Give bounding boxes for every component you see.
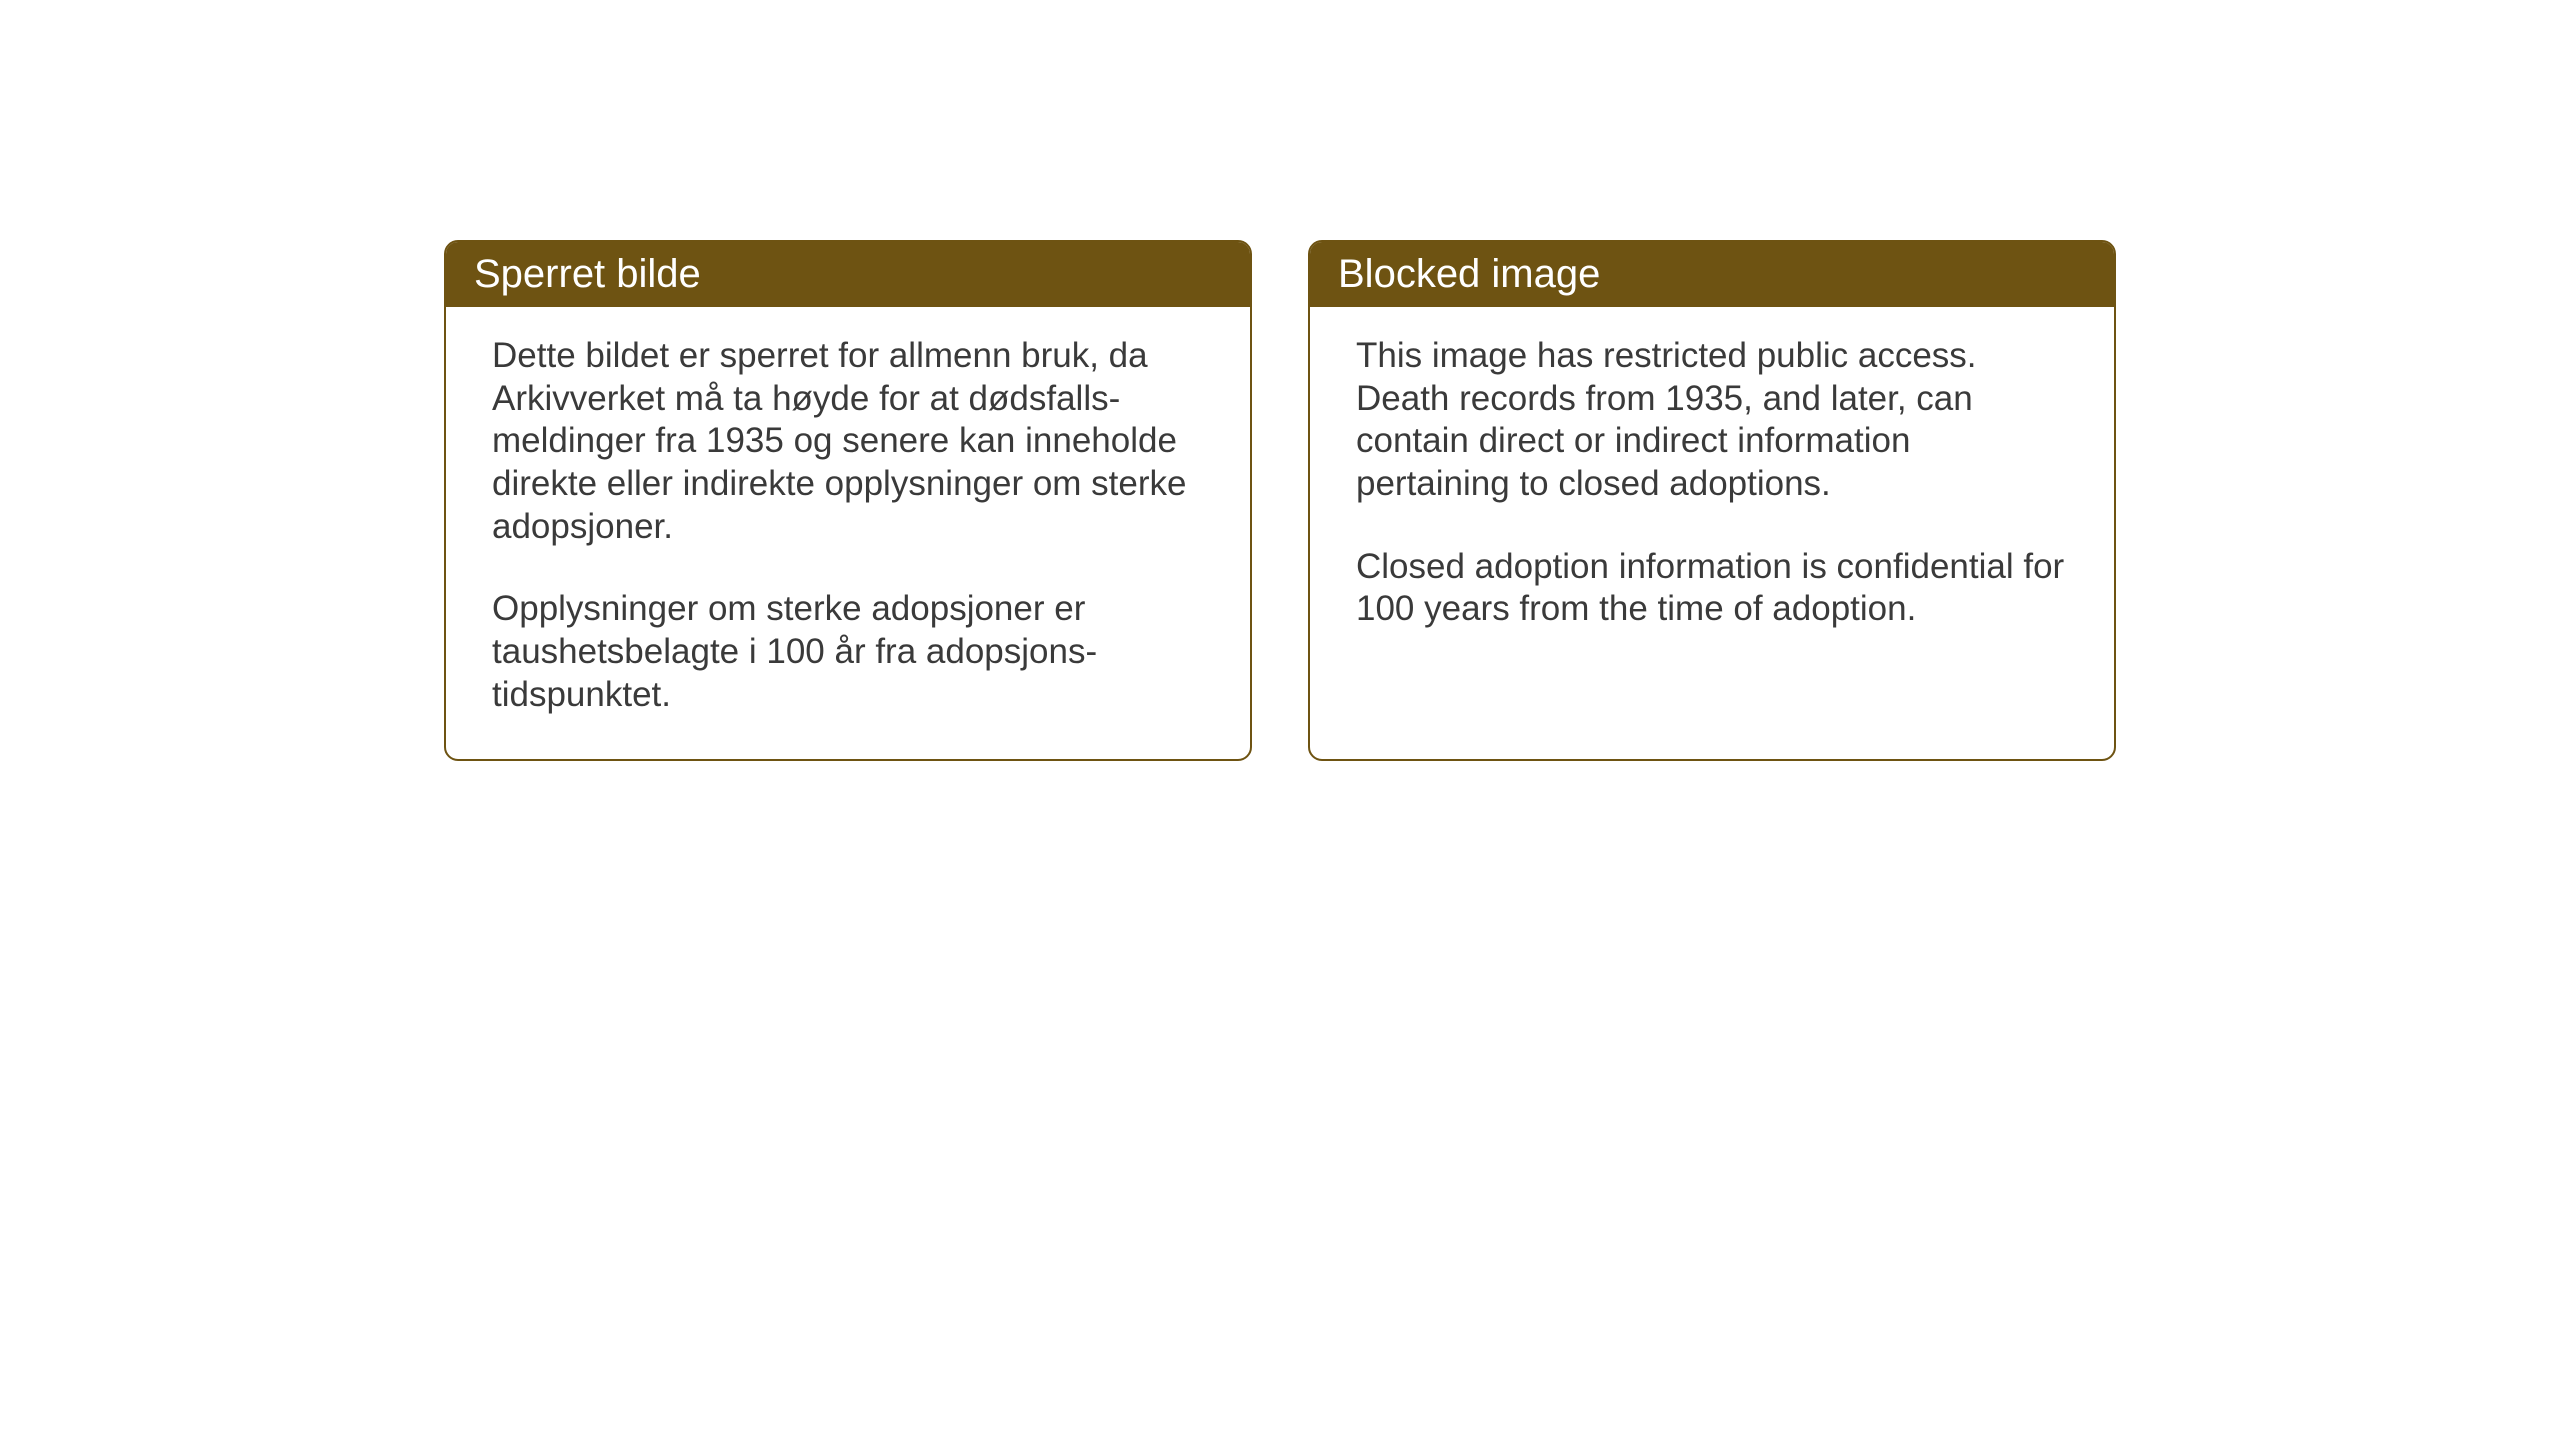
card-header: Blocked image xyxy=(1310,242,2114,307)
cards-container: Sperret bilde Dette bildet er sperret fo… xyxy=(444,240,2116,761)
card-paragraph-2: Closed adoption information is confident… xyxy=(1356,546,2068,631)
notice-card-english: Blocked image This image has restricted … xyxy=(1308,240,2116,761)
card-body: This image has restricted public access.… xyxy=(1310,307,2114,673)
card-paragraph-1: This image has restricted public access.… xyxy=(1356,335,2068,506)
card-title: Sperret bilde xyxy=(474,252,701,296)
card-paragraph-1: Dette bildet er sperret for allmenn bruk… xyxy=(492,335,1204,548)
card-header: Sperret bilde xyxy=(446,242,1250,307)
card-title: Blocked image xyxy=(1338,252,1600,296)
notice-card-norwegian: Sperret bilde Dette bildet er sperret fo… xyxy=(444,240,1252,761)
card-body: Dette bildet er sperret for allmenn bruk… xyxy=(446,307,1250,759)
card-paragraph-2: Opplysninger om sterke adopsjoner er tau… xyxy=(492,588,1204,716)
